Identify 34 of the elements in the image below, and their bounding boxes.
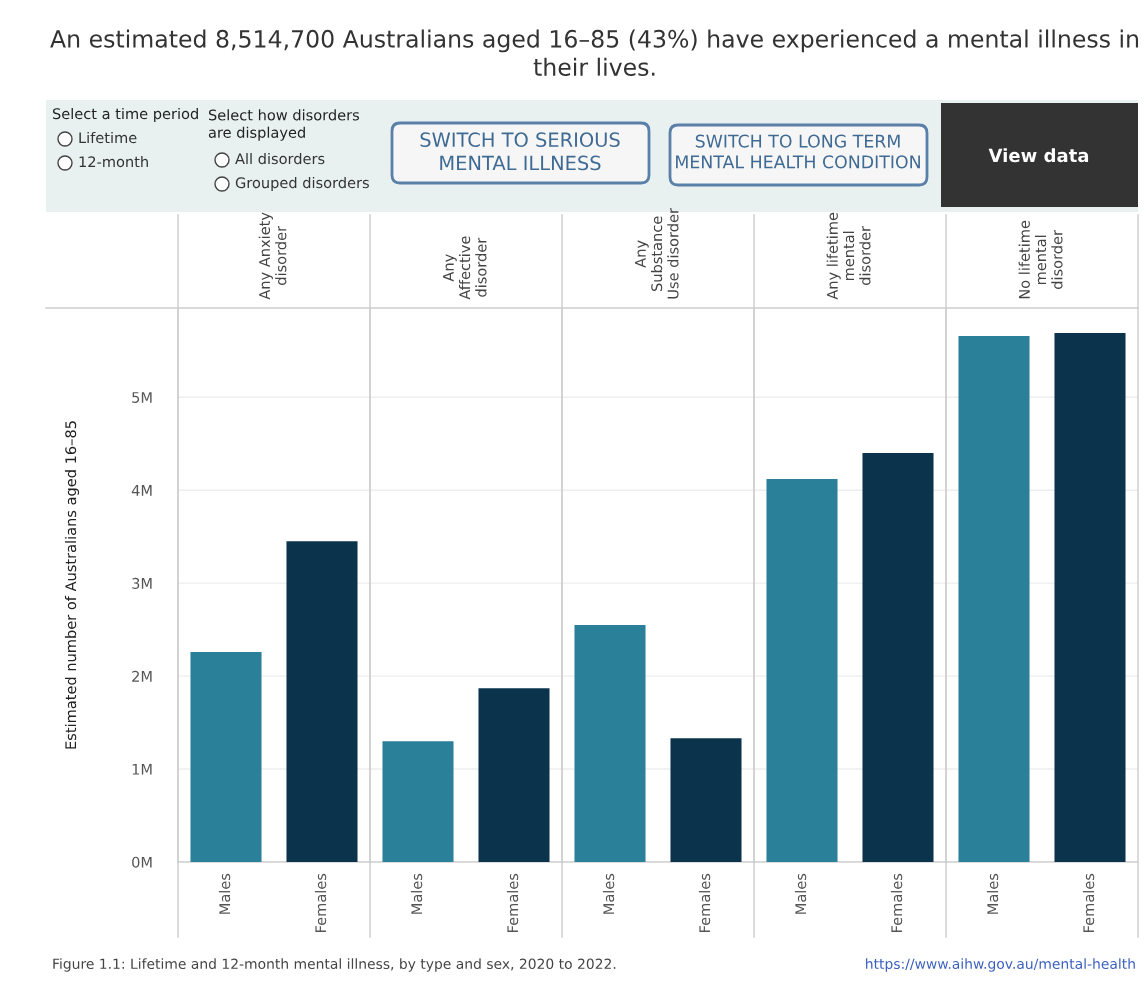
chart-title: Any Anxiety disorder — [258, 212, 287, 300]
x-tick-label: Males — [410, 873, 423, 914]
chart-title: No lifetime mental disorder — [1018, 220, 1063, 299]
x-tick-label: Females — [890, 873, 903, 932]
chart-title: Any Affective disorder — [443, 236, 487, 300]
y-tick-label: 1M — [132, 763, 152, 775]
y-tick-label: 3M — [132, 577, 152, 589]
x-tick-label: Females — [314, 873, 327, 932]
x-tick-label: Females — [1082, 873, 1095, 932]
x-tick-label: Females — [506, 873, 519, 932]
text: https://www.aihw.gov.au/mental-health — [866, 958, 1135, 972]
x-tick-label: Males — [218, 873, 231, 914]
x-tick-label: Females — [698, 873, 711, 932]
text: Lifetime — [79, 131, 137, 144]
text: SWITCH TO LONG TERM MENTAL HEALTH CONDITION — [676, 134, 920, 169]
y-tick-label: 2M — [132, 670, 152, 682]
y-tick-label: 4M — [131, 485, 152, 496]
x-tick-label: Males — [602, 873, 615, 914]
x-tick-label: Males — [794, 873, 807, 914]
text: An estimated 8,514,700 Australians aged 16–85 (43%) have experienced a mental illness in their lives. — [50, 29, 1139, 76]
chart-title: Any lifetime mental disorder — [826, 212, 871, 300]
y-axis-title: Estimated number of Australians aged 16–85 — [64, 421, 80, 749]
text: Grouped disorders — [235, 176, 369, 192]
chart-title: Any Substance Use disorder — [635, 208, 679, 299]
text: Select how disorders are displayed — [208, 109, 360, 141]
text: SWITCH TO SERIOUS MENTAL ILLNESS — [420, 132, 620, 171]
y-tick-label: 0M — [132, 856, 152, 868]
text: View data — [988, 148, 1089, 163]
y-tick-label: 5M — [132, 392, 152, 403]
text: Select a time period — [52, 107, 198, 123]
text: 12-month — [79, 155, 148, 168]
text: All disorders — [235, 152, 325, 165]
x-tick-label: Males — [986, 873, 999, 914]
caption: Figure 1.1: Lifetime and 12-month mental illness, by type and sex, 2020 to 2022. — [53, 958, 616, 972]
